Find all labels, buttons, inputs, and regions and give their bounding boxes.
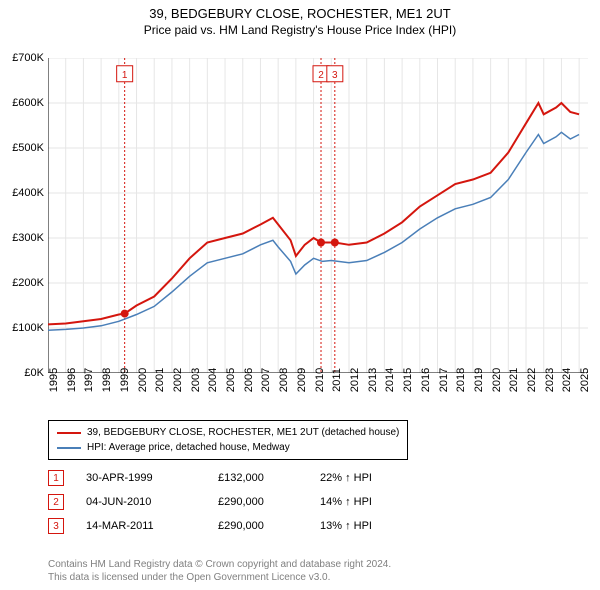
title-block: 39, BEDGEBURY CLOSE, ROCHESTER, ME1 2UT … xyxy=(0,0,600,37)
svg-text:3: 3 xyxy=(332,70,338,81)
line-chart-svg: 1 23 xyxy=(48,58,588,373)
y-tick-label: £300K xyxy=(12,232,44,244)
x-tick-label: 2025 xyxy=(579,368,600,392)
sale-pct: 13% ↑ HPI xyxy=(320,520,410,532)
y-tick-label: £500K xyxy=(12,142,44,154)
legend-item: HPI: Average price, detached house, Medw… xyxy=(57,440,399,455)
sale-price: £290,000 xyxy=(218,520,298,532)
x-axis-labels: 1995199619971998199920002001200220032004… xyxy=(48,376,588,414)
sale-price: £290,000 xyxy=(218,496,298,508)
sale-badge: 2 xyxy=(48,494,64,510)
legend-label: 39, BEDGEBURY CLOSE, ROCHESTER, ME1 2UT … xyxy=(87,425,399,440)
chart-container: 39, BEDGEBURY CLOSE, ROCHESTER, ME1 2UT … xyxy=(0,0,600,590)
sale-row: 1 30-APR-1999 £132,000 22% ↑ HPI xyxy=(48,466,410,490)
y-tick-label: £0K xyxy=(24,367,44,379)
sale-pct: 14% ↑ HPI xyxy=(320,496,410,508)
attribution-line1: Contains HM Land Registry data © Crown c… xyxy=(48,558,391,571)
sale-date: 30-APR-1999 xyxy=(86,472,196,484)
attribution-line2: This data is licensed under the Open Gov… xyxy=(48,571,391,584)
sale-pct: 22% ↑ HPI xyxy=(320,472,410,484)
sale-row: 3 14-MAR-2011 £290,000 13% ↑ HPI xyxy=(48,514,410,538)
sale-date: 04-JUN-2010 xyxy=(86,496,196,508)
sale-price: £132,000 xyxy=(218,472,298,484)
legend-swatch xyxy=(57,447,81,449)
y-tick-label: £700K xyxy=(12,52,44,64)
sale-badge: 1 xyxy=(48,470,64,486)
y-tick-label: £400K xyxy=(12,187,44,199)
sales-table: 1 30-APR-1999 £132,000 22% ↑ HPI 2 04-JUN-201… xyxy=(48,466,410,538)
title-address: 39, BEDGEBURY CLOSE, ROCHESTER, ME1 2UT xyxy=(0,6,600,21)
title-subtitle: Price paid vs. HM Land Registry's House … xyxy=(0,23,600,37)
sale-badge: 3 xyxy=(48,518,64,534)
svg-text:2: 2 xyxy=(318,70,324,81)
legend-swatch xyxy=(57,432,81,434)
attribution: Contains HM Land Registry data © Crown c… xyxy=(48,558,391,584)
legend: 39, BEDGEBURY CLOSE, ROCHESTER, ME1 2UT … xyxy=(48,420,408,460)
sale-date: 14-MAR-2011 xyxy=(86,520,196,532)
svg-text:1: 1 xyxy=(122,70,128,81)
legend-label: HPI: Average price, detached house, Medw… xyxy=(87,440,290,455)
y-axis-labels: £0K£100K£200K£300K£400K£500K£600K£700K xyxy=(0,58,46,373)
legend-item: 39, BEDGEBURY CLOSE, ROCHESTER, ME1 2UT … xyxy=(57,425,399,440)
y-tick-label: £200K xyxy=(12,277,44,289)
plot-area: 1 23 xyxy=(48,58,588,373)
y-tick-label: £100K xyxy=(12,322,44,334)
y-tick-label: £600K xyxy=(12,97,44,109)
sale-row: 2 04-JUN-2010 £290,000 14% ↑ HPI xyxy=(48,490,410,514)
